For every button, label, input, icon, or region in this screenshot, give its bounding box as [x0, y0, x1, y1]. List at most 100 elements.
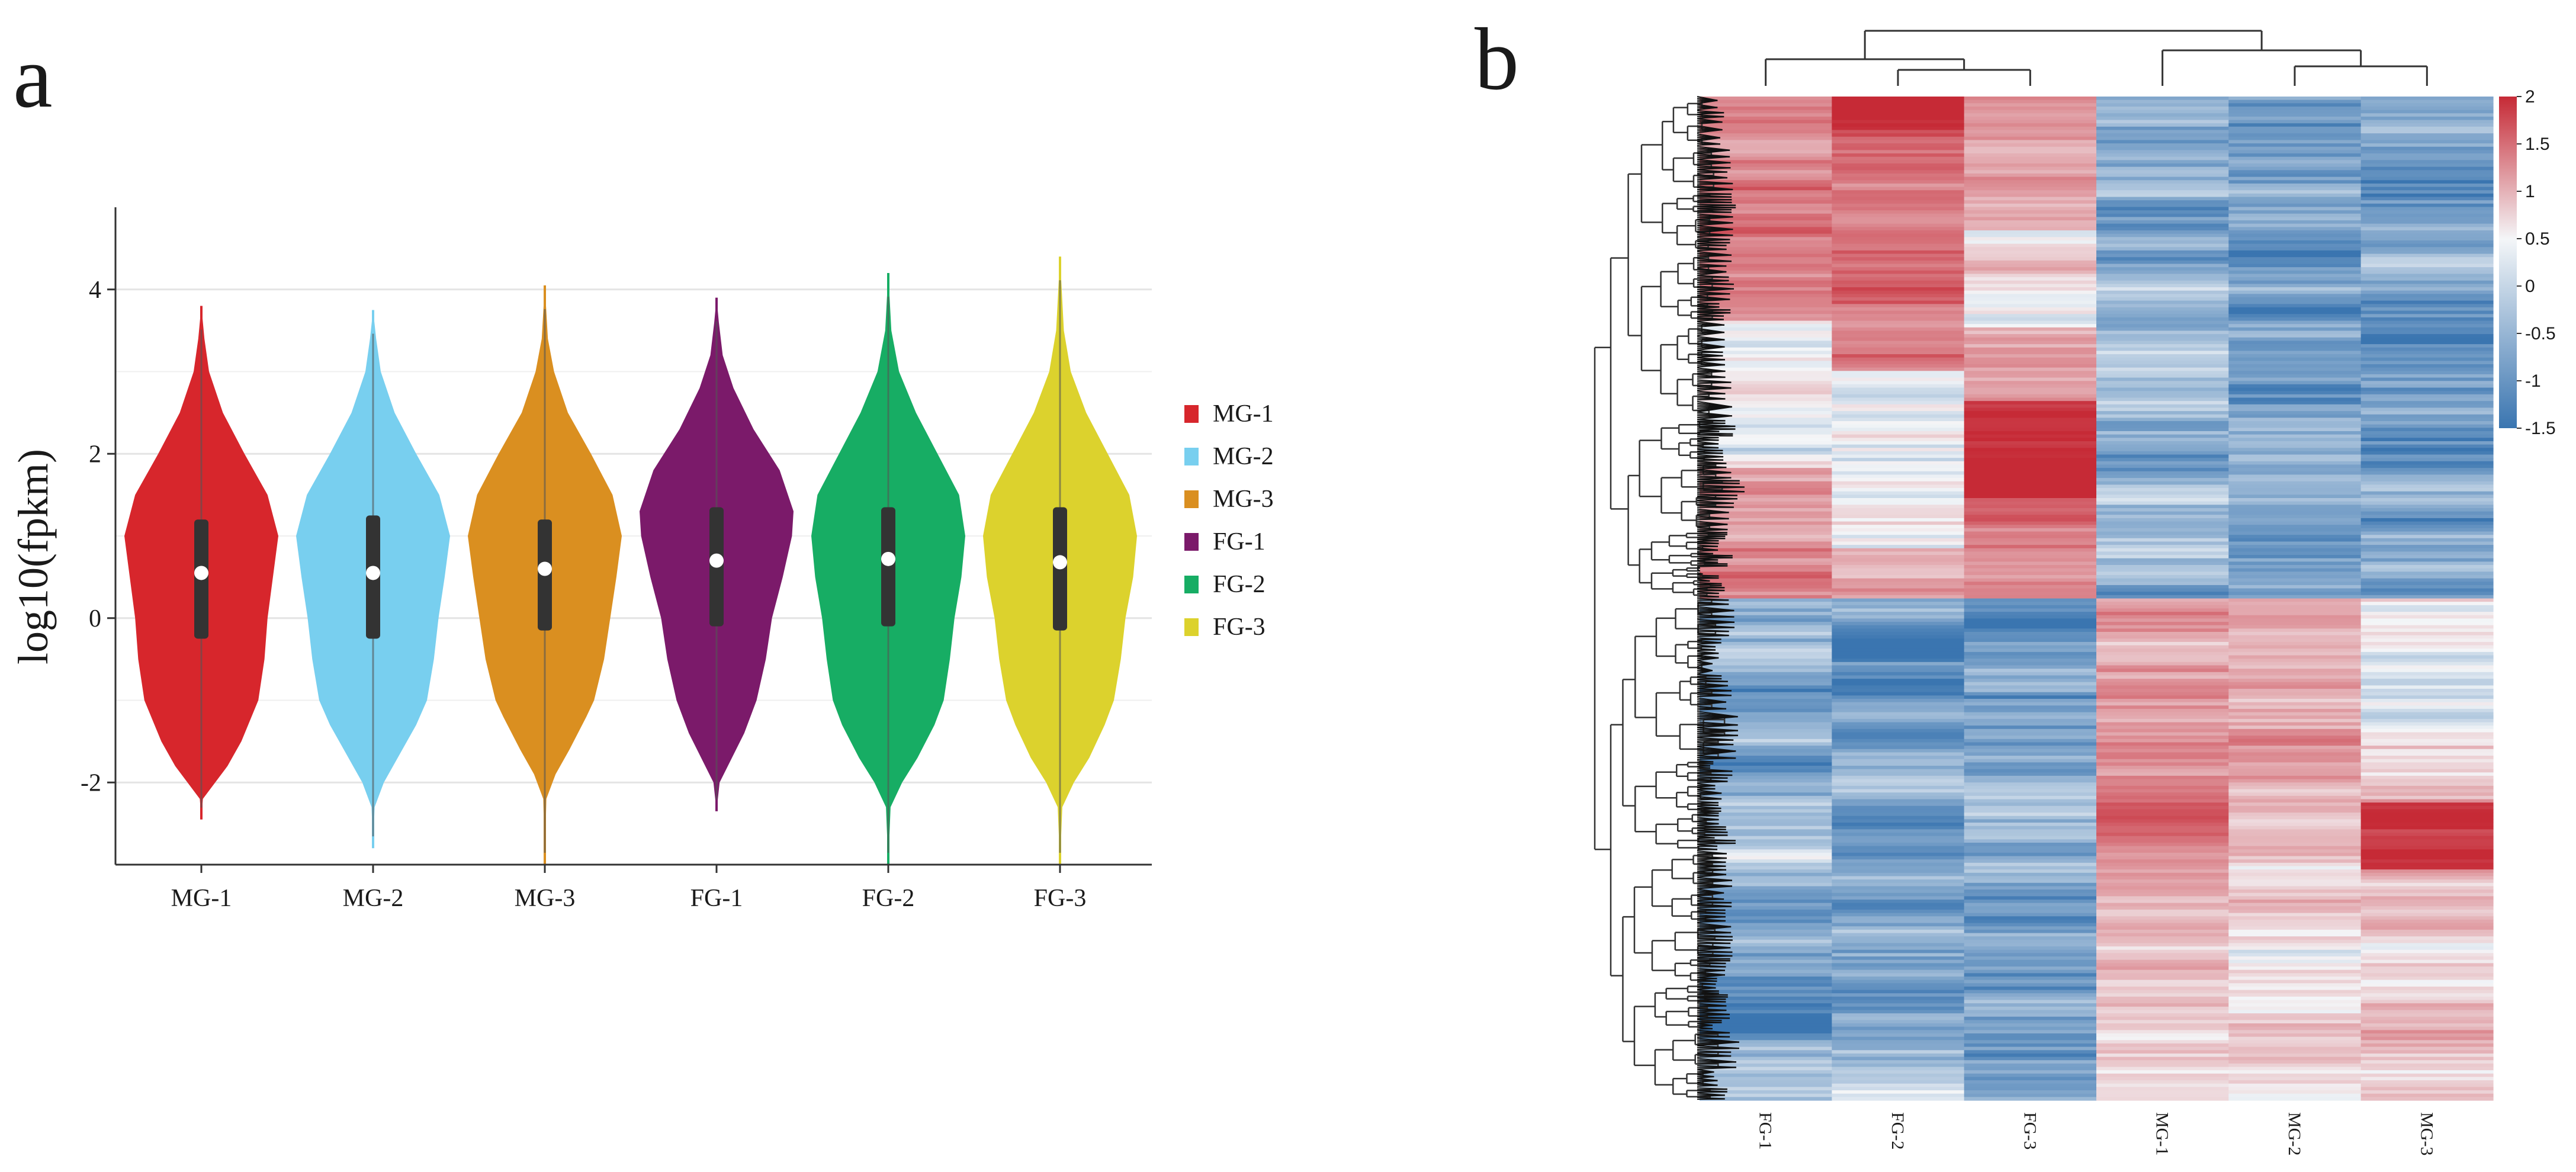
heatmap-cell — [2360, 146, 2494, 150]
heatmap-cell — [2228, 166, 2362, 171]
heatmap-cell — [2228, 418, 2362, 422]
heatmap-cell — [2228, 785, 2362, 790]
heatmap-cell — [2228, 679, 2362, 683]
heatmap-cell — [2228, 548, 2362, 552]
heatmap-cell — [2360, 718, 2494, 723]
heatmap-cell — [2096, 156, 2229, 160]
heatmap-cell — [1700, 367, 1832, 371]
heatmap-cell — [2360, 846, 2494, 850]
heatmap-cell — [2360, 371, 2494, 375]
heatmap-cell — [1832, 511, 1965, 515]
heatmap-cell — [2228, 444, 2362, 448]
heatmap-cell — [2228, 866, 2362, 870]
row-dendrogram-leaf — [1697, 149, 1730, 155]
heatmap-cell — [1832, 535, 1965, 539]
heatmap-cell — [2228, 943, 2362, 947]
heatmap-cell — [1700, 906, 1832, 910]
heatmap-cell — [2228, 1030, 2362, 1034]
heatmap-cell — [2360, 969, 2494, 974]
heatmap-cell — [1964, 558, 2097, 562]
heatmap-cell — [1832, 448, 1965, 452]
heatmap-cell — [2360, 949, 2494, 953]
heatmap-cell — [2228, 505, 2362, 509]
heatmap-cell — [1832, 983, 1965, 987]
heatmap-cell — [1964, 815, 2097, 820]
heatmap-cell — [1700, 471, 1832, 476]
heatmap-cell — [1832, 699, 1965, 703]
heatmap-cell — [2096, 153, 2229, 158]
heatmap-cell — [1700, 454, 1832, 458]
heatmap-cell — [2360, 334, 2494, 338]
heatmap-cell — [2096, 578, 2229, 582]
heatmap-cell — [2360, 424, 2494, 428]
row-dendrogram-leaf — [1697, 167, 1731, 171]
heatmap-cell — [1700, 267, 1832, 271]
heatmap-cell — [2096, 290, 2229, 294]
heatmap-cell — [1700, 565, 1832, 569]
heatmap-cell — [2096, 397, 2229, 402]
heatmap-cell — [1700, 538, 1832, 542]
row-dendrogram-leaf — [1697, 129, 1723, 134]
heatmap-cell — [2096, 1087, 2229, 1091]
heatmap-cell — [2096, 890, 2229, 894]
heatmap-cell — [2096, 659, 2229, 663]
heatmap-cell — [1964, 959, 2097, 964]
heatmap-cell — [1700, 742, 1832, 746]
heatmap-cell — [1832, 541, 1965, 545]
heatmap-cell — [1700, 1057, 1832, 1061]
heatmap-cell — [2360, 220, 2494, 224]
violin-median — [881, 551, 895, 566]
heatmap-cell — [1700, 1043, 1832, 1048]
heatmap-cell — [2096, 819, 2229, 823]
heatmap-cell — [1832, 344, 1965, 348]
heatmap-cell — [1700, 561, 1832, 566]
heatmap-cell — [1964, 257, 2097, 261]
heatmap-cell — [2360, 391, 2494, 395]
heatmap-cell — [1700, 574, 1832, 579]
heatmap-cell — [1832, 759, 1965, 763]
heatmap-cell — [2360, 280, 2494, 284]
heatmap-cell — [2360, 699, 2494, 703]
heatmap-cell — [2360, 213, 2494, 217]
heatmap-cell — [1964, 314, 2097, 318]
heatmap-cell — [1964, 1097, 2097, 1101]
heatmap-cell — [1964, 792, 2097, 797]
heatmap-cell — [2360, 130, 2494, 134]
heatmap-cell — [2360, 909, 2494, 914]
heatmap-cell — [2096, 728, 2229, 733]
heatmap-cell — [2096, 876, 2229, 880]
row-dendrogram-leaf — [1697, 115, 1724, 119]
heatmap-cell — [1700, 351, 1832, 355]
heatmap-cell — [1964, 464, 2097, 468]
heatmap-cell — [1964, 394, 2097, 399]
heatmap-cell — [2096, 451, 2229, 455]
heatmap-cell — [1964, 327, 2097, 332]
heatmap-cell — [1700, 738, 1832, 743]
heatmap-cell — [2228, 253, 2362, 258]
heatmap-cell — [1832, 444, 1965, 448]
heatmap-cell — [1964, 267, 2097, 271]
heatmap-cell — [1700, 645, 1832, 649]
heatmap-cell — [1700, 1073, 1832, 1078]
row-dendrogram-leaf — [1697, 1084, 1718, 1087]
heatmap-cell — [2228, 869, 2362, 874]
heatmap-cell — [1832, 926, 1965, 930]
heatmap-cell — [2228, 243, 2362, 248]
heatmap-cell — [2228, 1067, 2362, 1071]
heatmap-cell — [1964, 290, 2097, 294]
heatmap-cell — [1964, 651, 2097, 656]
heatmap-cell — [2228, 213, 2362, 217]
heatmap-cell — [1700, 805, 1832, 810]
heatmap-cell — [1964, 458, 2097, 462]
row-dendrogram-leaf — [1697, 565, 1728, 567]
heatmap-cell — [1832, 578, 1965, 582]
heatmap-cell — [2096, 183, 2229, 188]
row-dendrogram-leaf — [1697, 319, 1724, 322]
heatmap-cell — [1832, 120, 1965, 124]
heatmap-cell — [1832, 371, 1965, 375]
heatmap-cell — [2096, 237, 2229, 241]
heatmap-cell — [2096, 993, 2229, 997]
heatmap-cell — [1964, 294, 2097, 298]
row-dendrogram-leaf — [1697, 587, 1725, 589]
heatmap-cell — [1964, 317, 2097, 322]
